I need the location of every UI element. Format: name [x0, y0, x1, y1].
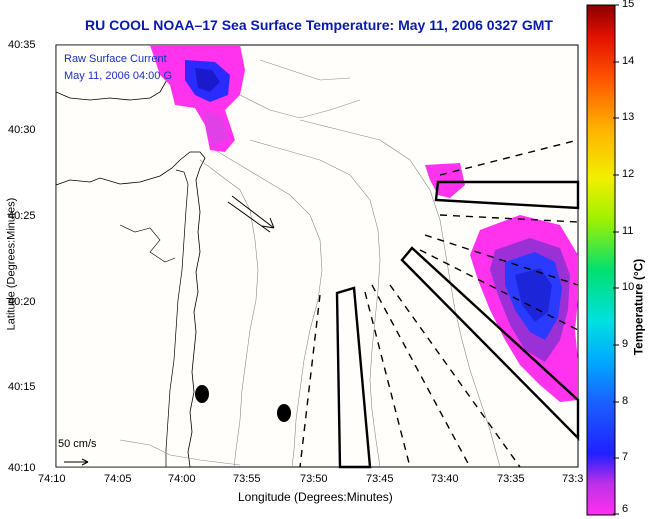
cbar-tick-10: 10 [622, 281, 635, 293]
cbar-tick-12: 12 [622, 168, 635, 180]
scale-arrow [64, 458, 89, 466]
scale-label: 50 cm/s [58, 438, 97, 450]
y-tick-6: 40:10 [8, 462, 36, 474]
cbar-tick-14: 14 [622, 55, 635, 67]
sst-patch-east [425, 163, 578, 402]
cbar-tick-15: 15 [622, 0, 635, 10]
y-tick-1: 40:35 [8, 39, 36, 51]
cbar-tick-7: 7 [622, 451, 629, 463]
y-axis-title: Latitude (Degrees:Minutes) [5, 197, 18, 331]
colorbar-title: Temperature (°C) [631, 258, 646, 356]
station-dot-2 [277, 404, 291, 422]
bay-outline [119, 224, 176, 263]
current-legend-line1: Raw Surface Current [64, 53, 167, 65]
cbar-tick-8: 8 [622, 395, 629, 407]
y-tick-5: 40:15 [8, 381, 36, 393]
x-tick-6: 73:45 [366, 473, 394, 485]
x-tick-9: 73:3 [562, 473, 584, 485]
x-tick-8: 73:35 [497, 473, 525, 485]
cbar-tick-13: 13 [622, 111, 635, 123]
coastline-nj [55, 151, 206, 468]
transect-lines [299, 139, 579, 468]
x-tick-3: 74:00 [168, 473, 196, 485]
sst-patch-northwest [150, 45, 245, 152]
x-tick-7: 73:40 [431, 473, 459, 485]
x-tick-1: 74:10 [38, 473, 66, 485]
cbar-tick-9: 9 [622, 338, 629, 350]
cbar-tick-6: 6 [622, 503, 629, 515]
current-legend-line2: May 11, 2006 04:00 G [64, 70, 173, 82]
x-axis-title: Longitude (Degrees:Minutes) [238, 490, 393, 504]
x-tick-5: 73:50 [300, 473, 328, 485]
region-boxes [335, 180, 580, 469]
x-tick-4: 73:55 [233, 473, 261, 485]
current-vector [227, 195, 275, 233]
colorbar [586, 4, 616, 516]
station-dot-1 [195, 385, 209, 403]
cbar-tick-11: 11 [622, 225, 634, 237]
y-tick-3: 40:25 [8, 210, 36, 222]
x-tick-2: 74:05 [104, 473, 132, 485]
y-tick-4: 40:20 [8, 296, 36, 308]
y-tick-2: 40:30 [8, 124, 36, 136]
figure-title: RU COOL NOAA–17 Sea Surface Temperature:… [85, 17, 553, 33]
colorbar-ticks [613, 4, 619, 515]
barrier-island [165, 169, 189, 467]
